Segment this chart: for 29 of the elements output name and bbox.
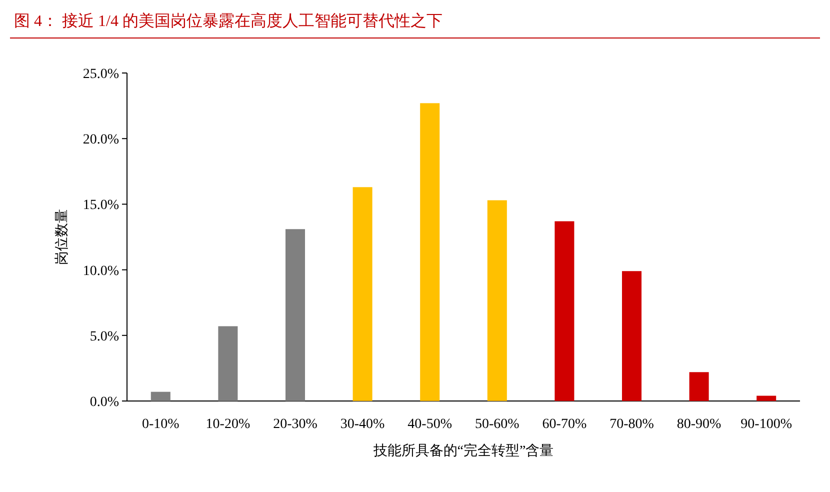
x-tick-label: 90-100% — [740, 417, 792, 432]
x-tick-label: 10-20% — [206, 417, 250, 432]
bar — [622, 271, 642, 401]
y-tick-label: 0.0% — [90, 395, 120, 410]
y-tick-label: 5.0% — [90, 329, 120, 344]
bar — [554, 221, 574, 401]
x-tick-label: 30-40% — [340, 417, 386, 432]
bar — [285, 229, 306, 401]
chart-title: 图 4： 接近 1/4 的美国岗位暴露在高度人工智能可替代性之下 — [14, 12, 442, 30]
y-axis-title: 岗位数量 — [54, 209, 70, 265]
x-tick-label: 70-80% — [610, 417, 654, 432]
bar — [150, 392, 170, 401]
y-tick-label: 15.0% — [82, 198, 120, 214]
y-tick-label: 25.0% — [82, 67, 120, 82]
bar — [689, 372, 709, 401]
y-tick-label: 20.0% — [82, 132, 120, 148]
x-tick-label: 40-50% — [408, 417, 452, 432]
x-tick-label: 80-90% — [676, 417, 722, 432]
x-axis-title: 技能所具备的“完全转型”含量 — [372, 443, 554, 459]
bar — [218, 326, 238, 401]
bar — [352, 187, 372, 401]
x-tick-label: 0-10% — [142, 417, 180, 432]
bar — [756, 396, 776, 401]
y-tick-label: 10.0% — [82, 264, 120, 279]
bar — [420, 103, 440, 401]
bar — [487, 200, 507, 401]
x-tick-label: 60-70% — [542, 417, 587, 432]
x-tick-label: 20-30% — [273, 417, 318, 432]
x-tick-label: 50-60% — [474, 417, 520, 432]
